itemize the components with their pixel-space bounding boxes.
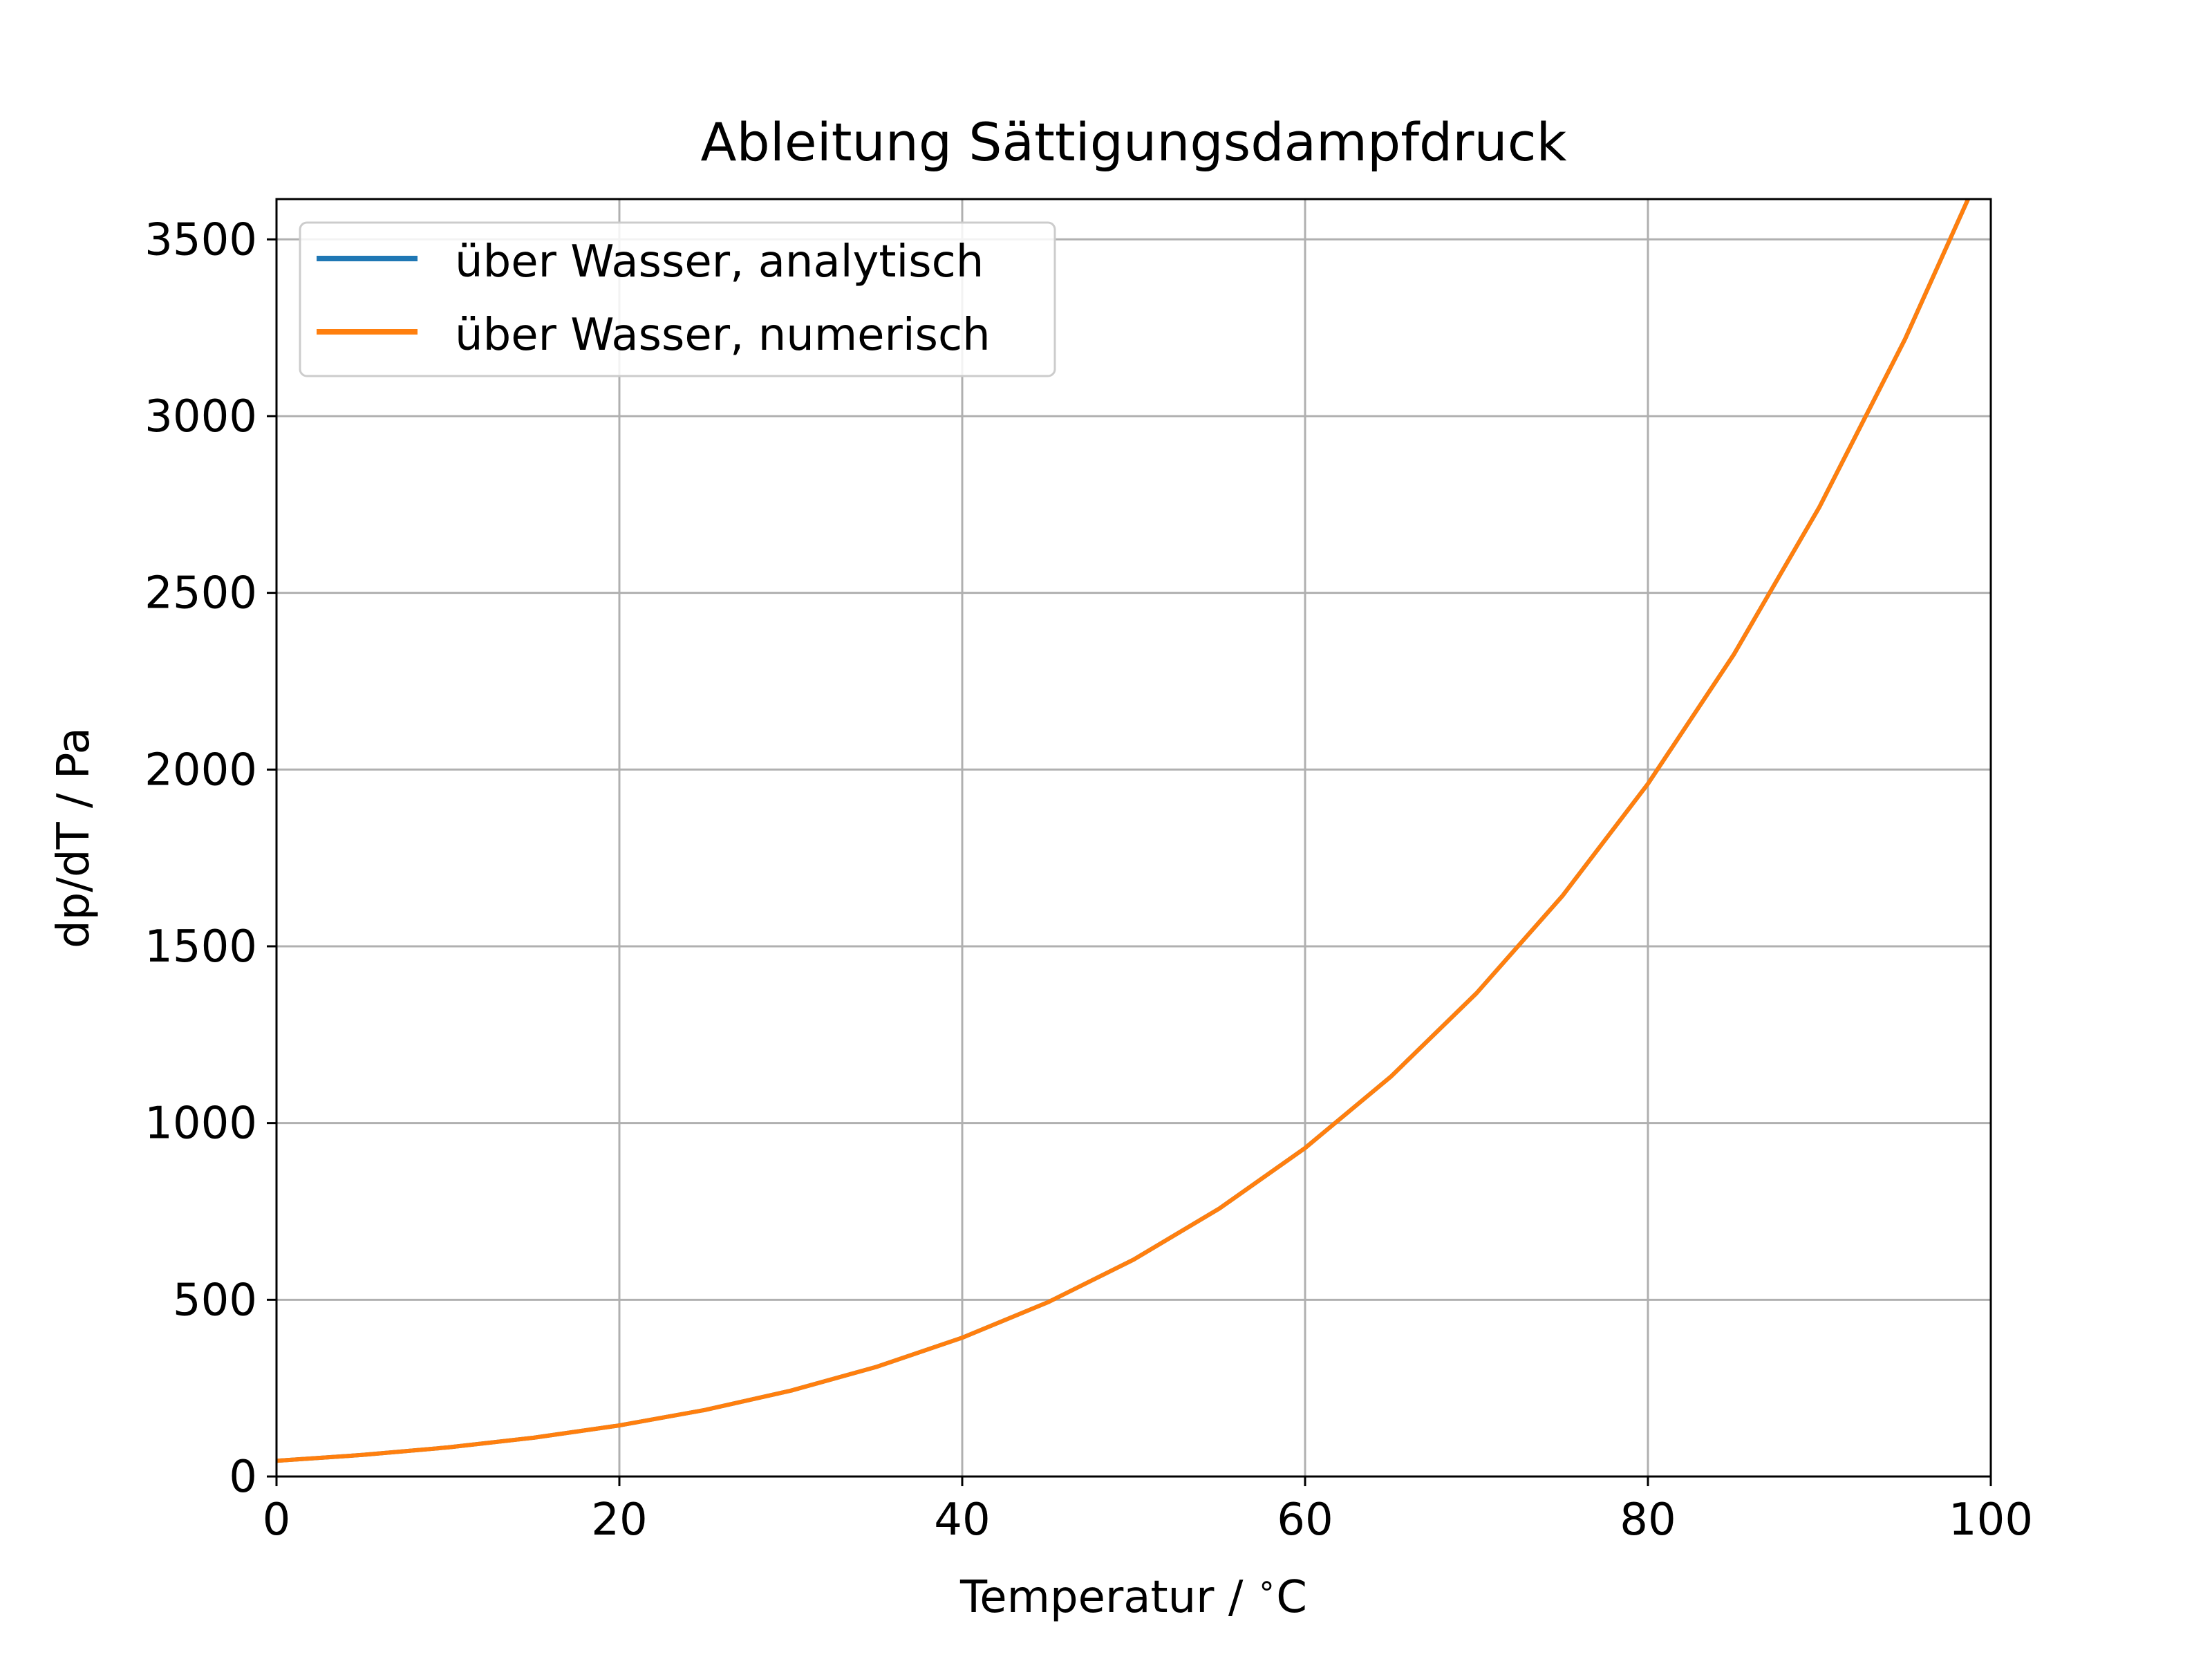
plot-area-frame [275,198,1992,1478]
x-tick-label: 20 [591,1494,647,1546]
y-tick-label: 3000 [144,391,257,442]
series-line-numerisch [276,199,1971,1463]
x-tick-label: 60 [1277,1494,1333,1546]
legend-label-analytisch: über Wasser, analytisch [455,236,984,288]
x-axis-label-text: Temperatur / [959,1572,1257,1623]
x-tick-label: 80 [1620,1494,1676,1546]
y-axis-label: dp/dT / Pa [48,727,100,948]
legend-box [299,221,1056,377]
x-tick-label: 100 [1949,1494,2033,1546]
x-axis: 0 20 40 60 80 100 [263,1477,2033,1546]
y-tick-label: 0 [229,1452,257,1503]
plot-area-background [276,199,1991,1477]
y-axis: 0 500 1000 1500 2000 2500 3000 3500 [144,214,276,1503]
legend-label-numerisch: über Wasser, numerisch [455,310,991,361]
x-tick-label: 0 [263,1494,291,1546]
y-tick-label: 3500 [144,214,257,265]
y-tick-label: 500 [173,1275,257,1326]
x-axis-label: Temperatur / ∘C [959,1568,1307,1623]
y-tick-label: 2000 [144,744,257,796]
grid [275,199,1992,1478]
chart-title: Ableitung Sättigungsdampfdruck [701,111,1567,173]
x-axis-label-unit: C [1276,1572,1307,1623]
degree-symbol: ∘ [1257,1568,1277,1603]
y-tick-label: 2500 [144,568,257,619]
x-tick-label: 40 [934,1494,990,1546]
series-layer [276,199,1971,1463]
y-tick-label: 1000 [144,1098,257,1150]
legend: über Wasser, analytisch über Wasser, num… [299,221,1056,377]
y-tick-label: 1500 [144,921,257,973]
